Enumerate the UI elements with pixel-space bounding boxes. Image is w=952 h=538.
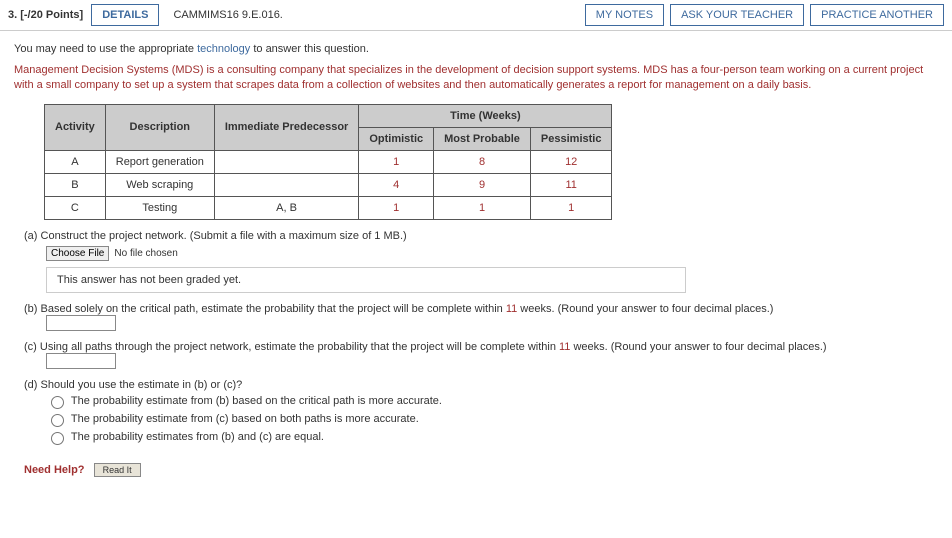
part-c-pre: Using all paths through the project netw…	[40, 341, 559, 353]
part-d-opt2: The probability estimate from (c) based …	[71, 413, 419, 425]
part-d-text: Should you use the estimate in (b) or (c…	[41, 379, 243, 391]
part-c-label: (c)	[24, 341, 37, 353]
part-c: (c) Using all paths through the project …	[24, 341, 938, 369]
practice-another-button[interactable]: PRACTICE ANOTHER	[810, 4, 944, 26]
header-right: MY NOTES ASK YOUR TEACHER PRACTICE ANOTH…	[585, 4, 944, 26]
part-a: (a) Construct the project network. (Subm…	[24, 230, 938, 293]
part-a-text: Construct the project network. (Submit a…	[41, 230, 407, 242]
part-d: (d) Should you use the estimate in (b) o…	[24, 379, 938, 445]
part-d-option3-row: The probability estimates from (b) and (…	[46, 429, 938, 445]
part-d-option2-row: The probability estimate from (c) based …	[46, 411, 938, 427]
col-pessimistic: Pessimistic	[530, 127, 612, 150]
part-b-num: 11	[506, 303, 517, 315]
table-row: C Testing A, B 1 1 1	[45, 196, 612, 219]
part-d-opt1: The probability estimate from (b) based …	[71, 395, 442, 407]
no-file-label: No file chosen	[114, 248, 177, 259]
technology-link[interactable]: technology	[197, 43, 250, 55]
intro-pre: You may need to use the appropriate	[14, 43, 197, 55]
col-time: Time (Weeks)	[359, 104, 612, 127]
part-c-post: weeks. (Round your answer to four decima…	[570, 341, 826, 353]
part-b: (b) Based solely on the critical path, e…	[24, 303, 938, 331]
activity-table: Activity Description Immediate Predecess…	[44, 104, 612, 220]
question-content: You may need to use the appropriate tech…	[0, 31, 952, 489]
my-notes-button[interactable]: MY NOTES	[585, 4, 664, 26]
not-graded-box: This answer has not been graded yet.	[46, 267, 686, 293]
col-optimistic: Optimistic	[359, 127, 434, 150]
part-b-input[interactable]	[46, 315, 116, 331]
part-a-label: (a)	[24, 230, 37, 242]
part-d-label: (d)	[24, 379, 37, 391]
read-it-button[interactable]: Read It	[94, 463, 141, 477]
col-predecessor: Immediate Predecessor	[214, 104, 359, 150]
part-d-option1-row: The probability estimate from (b) based …	[46, 393, 938, 409]
details-button[interactable]: DETAILS	[91, 4, 159, 26]
part-b-post: weeks. (Round your answer to four decima…	[517, 303, 773, 315]
part-b-pre: Based solely on the critical path, estim…	[41, 303, 506, 315]
part-d-radio2[interactable]	[51, 414, 64, 427]
table-row: A Report generation 1 8 12	[45, 150, 612, 173]
table-row: B Web scraping 4 9 11	[45, 173, 612, 196]
question-code: CAMMIMS16 9.E.016.	[167, 9, 282, 21]
choose-file-button[interactable]: Choose File	[46, 246, 109, 261]
points-label: 3. [-/20 Points]	[8, 9, 83, 21]
problem-description: Management Decision Systems (MDS) is a c…	[14, 63, 938, 94]
header-left: 3. [-/20 Points] DETAILS CAMMIMS16 9.E.0…	[8, 4, 585, 26]
intro-text: You may need to use the appropriate tech…	[14, 43, 938, 55]
part-d-opt3: The probability estimates from (b) and (…	[71, 431, 324, 443]
part-c-num: 11	[559, 341, 570, 353]
col-description: Description	[105, 104, 214, 150]
intro-post: to answer this question.	[250, 43, 369, 55]
need-help-label: Need Help?	[24, 464, 85, 476]
need-help: Need Help? Read It	[24, 463, 938, 477]
part-d-radio1[interactable]	[51, 396, 64, 409]
question-header: 3. [-/20 Points] DETAILS CAMMIMS16 9.E.0…	[0, 0, 952, 31]
part-d-radio3[interactable]	[51, 432, 64, 445]
part-c-input[interactable]	[46, 353, 116, 369]
col-mostprobable: Most Probable	[434, 127, 531, 150]
part-b-label: (b)	[24, 303, 37, 315]
col-activity: Activity	[45, 104, 106, 150]
file-upload-row: Choose File No file chosen	[46, 246, 938, 261]
ask-teacher-button[interactable]: ASK YOUR TEACHER	[670, 4, 804, 26]
